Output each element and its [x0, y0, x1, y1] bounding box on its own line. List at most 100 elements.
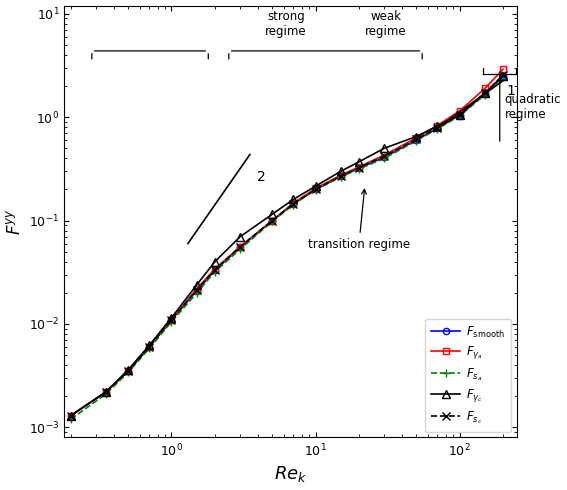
- $F_{\gamma_c}$: [237, 234, 244, 240]
- $F_{s_a}$: [481, 92, 488, 98]
- $F_{\mathrm{smooth}}$: [337, 173, 344, 179]
- Text: strong
regime: strong regime: [265, 10, 307, 38]
- $F_{\gamma_c}$: [500, 73, 506, 79]
- $F_{\gamma_c}$: [146, 343, 153, 348]
- $F_{\gamma_c}$: [125, 367, 132, 373]
- Legend: $F_{\mathrm{smooth}}$, $F_{\gamma_a}$, $F_{s_a}$, $F_{\gamma_c}$, $F_{s_c}$: $F_{\mathrm{smooth}}$, $F_{\gamma_a}$, $…: [425, 318, 511, 432]
- $F_{\mathrm{smooth}}$: [211, 268, 218, 273]
- $F_{\mathrm{smooth}}$: [290, 201, 297, 207]
- $F_{\gamma_a}$: [356, 164, 362, 170]
- $F_{s_a}$: [103, 391, 109, 397]
- Line: $F_{\mathrm{smooth}}$: $F_{\mathrm{smooth}}$: [67, 73, 506, 419]
- Text: 2: 2: [257, 171, 266, 185]
- $F_{\mathrm{smooth}}$: [269, 218, 276, 223]
- $F_{s_c}$: [103, 389, 109, 395]
- $F_{\gamma_c}$: [103, 389, 109, 395]
- $F_{s_c}$: [337, 173, 344, 179]
- $F_{s_a}$: [290, 201, 297, 207]
- $F_{s_c}$: [413, 136, 420, 142]
- $F_{s_a}$: [500, 74, 506, 80]
- $F_{s_c}$: [211, 267, 218, 272]
- $F_{\gamma_a}$: [193, 286, 200, 292]
- $F_{\gamma_a}$: [168, 317, 175, 322]
- $F_{s_a}$: [312, 187, 319, 193]
- $F_{\gamma_a}$: [413, 135, 420, 141]
- $F_{\gamma_a}$: [237, 244, 244, 249]
- $F_{s_c}$: [237, 244, 244, 249]
- $F_{s_a}$: [146, 345, 153, 351]
- $F_{\mathrm{smooth}}$: [237, 245, 244, 250]
- $F_{\gamma_a}$: [125, 368, 132, 374]
- $F_{\mathrm{smooth}}$: [193, 288, 200, 294]
- $F_{\gamma_c}$: [269, 211, 276, 217]
- $F_{s_a}$: [356, 166, 362, 172]
- X-axis label: $Re_k$: $Re_k$: [274, 465, 307, 485]
- $F_{\gamma_a}$: [290, 200, 297, 206]
- $F_{s_a}$: [269, 219, 276, 224]
- $F_{\gamma_c}$: [413, 134, 420, 140]
- $F_{\mathrm{smooth}}$: [125, 368, 132, 374]
- $F_{s_a}$: [337, 174, 344, 180]
- $F_{s_c}$: [193, 287, 200, 293]
- $F_{s_c}$: [381, 153, 388, 159]
- $F_{\gamma_a}$: [481, 85, 488, 91]
- $F_{\mathrm{smooth}}$: [434, 125, 441, 131]
- $F_{s_c}$: [356, 165, 362, 171]
- $F_{\gamma_c}$: [290, 196, 297, 202]
- $F_{s_a}$: [211, 269, 218, 275]
- $F_{\mathrm{smooth}}$: [103, 389, 109, 395]
- Line: $F_{s_a}$: $F_{s_a}$: [67, 73, 507, 423]
- $F_{\gamma_a}$: [67, 413, 74, 418]
- $F_{\gamma_a}$: [456, 108, 463, 114]
- $F_{\gamma_a}$: [337, 172, 344, 178]
- $F_{\gamma_a}$: [312, 185, 319, 191]
- $F_{\gamma_c}$: [456, 112, 463, 118]
- $F_{s_a}$: [381, 155, 388, 161]
- $F_{\gamma_c}$: [211, 259, 218, 265]
- $F_{s_a}$: [413, 138, 420, 144]
- $F_{s_a}$: [168, 319, 175, 325]
- $F_{\gamma_a}$: [211, 266, 218, 272]
- $F_{s_c}$: [290, 201, 297, 207]
- $F_{\mathrm{smooth}}$: [356, 166, 362, 171]
- $F_{\mathrm{smooth}}$: [500, 73, 506, 79]
- Text: 1: 1: [506, 84, 515, 98]
- $F_{s_c}$: [481, 90, 488, 96]
- $F_{\gamma_a}$: [146, 344, 153, 350]
- Line: $F_{s_c}$: $F_{s_c}$: [67, 72, 507, 419]
- $F_{s_c}$: [312, 187, 319, 193]
- Line: $F_{\gamma_c}$: $F_{\gamma_c}$: [67, 72, 507, 419]
- $F_{s_a}$: [456, 113, 463, 119]
- $F_{\mathrm{smooth}}$: [481, 90, 488, 96]
- $F_{\gamma_a}$: [103, 389, 109, 395]
- Y-axis label: $F^{yy}$: $F^{yy}$: [6, 208, 24, 235]
- $F_{s_a}$: [125, 369, 132, 375]
- $F_{\gamma_c}$: [356, 159, 362, 165]
- $F_{s_c}$: [125, 368, 132, 374]
- $F_{s_a}$: [237, 246, 244, 252]
- $F_{s_a}$: [67, 416, 74, 422]
- $F_{\gamma_c}$: [67, 413, 74, 418]
- $F_{\mathrm{smooth}}$: [67, 413, 74, 418]
- $F_{s_a}$: [193, 290, 200, 296]
- $F_{\gamma_a}$: [434, 122, 441, 128]
- $F_{\gamma_a}$: [381, 152, 388, 158]
- Text: quadratic
regime: quadratic regime: [505, 94, 561, 122]
- $F_{\gamma_c}$: [481, 90, 488, 96]
- $F_{\mathrm{smooth}}$: [456, 112, 463, 118]
- $F_{s_c}$: [67, 413, 74, 418]
- $F_{s_c}$: [269, 218, 276, 223]
- $F_{\gamma_c}$: [312, 183, 319, 189]
- $F_{\gamma_c}$: [337, 168, 344, 174]
- $F_{\gamma_c}$: [381, 146, 388, 151]
- Text: weak
regime: weak regime: [365, 10, 407, 38]
- $F_{\gamma_c}$: [434, 123, 441, 129]
- $F_{\gamma_a}$: [269, 218, 276, 223]
- $F_{s_c}$: [146, 344, 153, 350]
- $F_{s_c}$: [456, 112, 463, 118]
- $F_{\mathrm{smooth}}$: [312, 187, 319, 193]
- $F_{s_c}$: [500, 72, 506, 78]
- $F_{\gamma_c}$: [168, 315, 175, 320]
- $F_{\gamma_a}$: [500, 67, 506, 73]
- $F_{\mathrm{smooth}}$: [146, 344, 153, 350]
